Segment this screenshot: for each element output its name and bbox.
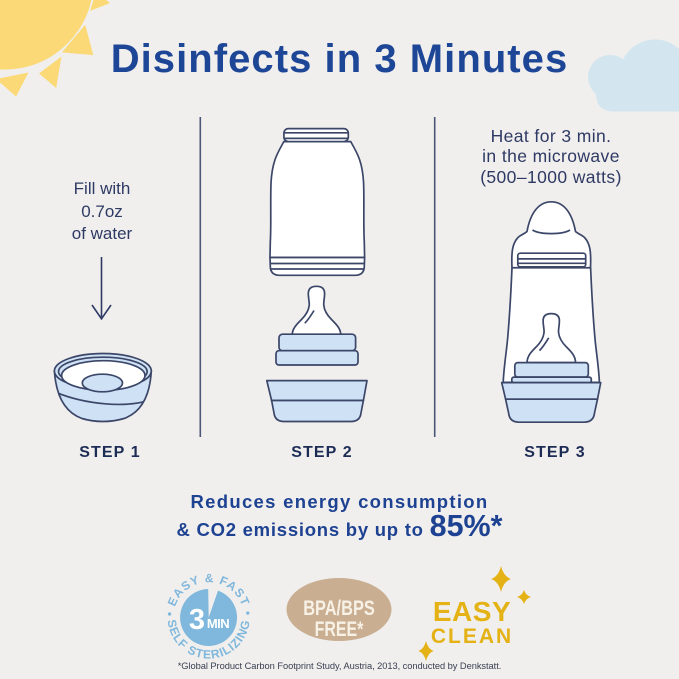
svg-text:• EASY & FAST •: • EASY & FAST • (162, 571, 255, 617)
svg-text:3: 3 (189, 604, 205, 636)
svg-text:MIN: MIN (207, 616, 229, 631)
